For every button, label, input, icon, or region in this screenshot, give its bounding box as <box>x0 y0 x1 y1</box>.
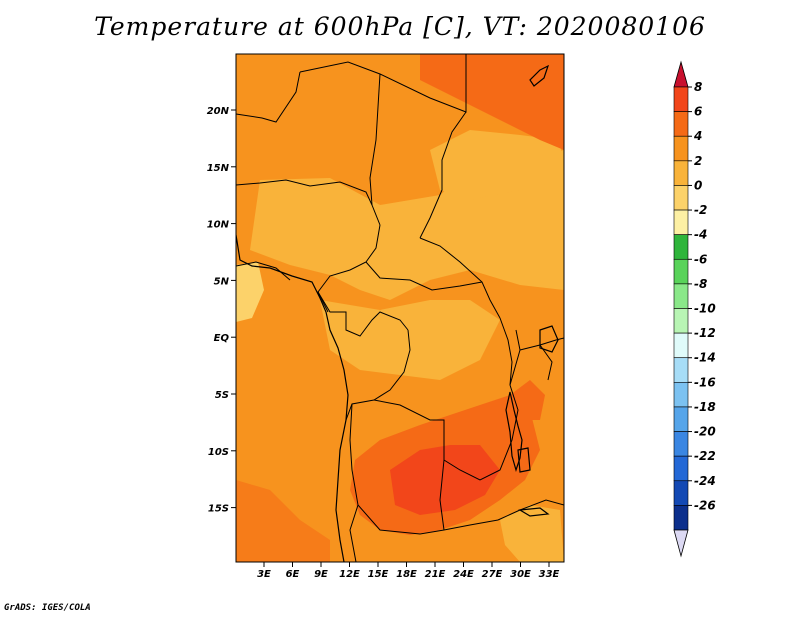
colorbar-label: -8 <box>694 277 707 291</box>
colorbar: 8 6 4 2 0 -2 -4 -6 -8 -10 -12 -14 -16 -18 -20 -22 -24 -26 <box>673 60 716 558</box>
colorbar-band <box>673 283 689 309</box>
map-frame <box>235 53 565 563</box>
lat-tick-label: 10S <box>208 447 229 458</box>
colorbar-band <box>673 480 689 506</box>
colorbar-band <box>673 234 689 260</box>
colorbar-band <box>673 308 689 334</box>
colorbar-band <box>673 505 689 531</box>
lon-tick-label: 33E <box>539 569 560 580</box>
lat-tick-label: 15N <box>207 163 230 174</box>
lon-tick-label: 6E <box>286 569 300 580</box>
colorbar-bottom-triangle <box>673 529 689 558</box>
lon-tick-label: 27E <box>482 569 503 580</box>
colorbar-band <box>673 111 689 137</box>
latitude-axis: 20N 15N 10N 5N EQ 5S 10S 15S <box>207 106 236 515</box>
colorbar-band <box>673 382 689 408</box>
plot-title: Temperature at 600hPa [C], VT: 202008010… <box>94 12 706 41</box>
colorbar-band <box>673 160 689 186</box>
colorbar-label: 6 <box>694 105 702 119</box>
colorbar-label: 2 <box>694 154 702 168</box>
colorbar-label: -10 <box>694 302 716 316</box>
colorbar-band <box>673 455 689 482</box>
colorbar-label: -20 <box>694 425 716 439</box>
colorbar-label: -4 <box>694 228 707 242</box>
colorbar-label: -6 <box>694 252 707 266</box>
lon-tick-label: 21E <box>425 569 446 580</box>
lon-tick-label: 3E <box>257 569 271 580</box>
colorbar-band <box>673 135 689 162</box>
lat-tick-label: 20N <box>207 106 230 117</box>
colorbar-band <box>673 332 689 359</box>
colorbar-band <box>673 185 689 211</box>
colorbar-label: 8 <box>694 80 702 94</box>
colorbar-label: -18 <box>694 400 716 414</box>
country-borders <box>236 54 564 562</box>
lon-tick-label: 15E <box>368 569 389 580</box>
colorbar-label: -2 <box>694 203 707 217</box>
lon-tick-label: 30E <box>510 569 531 580</box>
colorbar-label: -14 <box>694 351 716 365</box>
colorbar-band <box>673 86 689 112</box>
colorbar-label: 4 <box>693 129 702 143</box>
lon-tick-label: 12E <box>339 569 360 580</box>
colorbar-band <box>673 431 689 457</box>
temperature-field <box>236 54 564 562</box>
lat-tick-label: EQ <box>214 333 230 344</box>
colorbar-band <box>673 209 689 235</box>
colorbar-band <box>673 258 689 285</box>
longitude-axis: 3E 6E 9E 12E 15E 18E 21E 24E 27E 30E 33E <box>257 562 560 580</box>
colorbar-band <box>673 357 689 383</box>
lon-tick-label: 18E <box>396 569 417 580</box>
lat-tick-label: 15S <box>208 504 229 515</box>
colorbar-label: -16 <box>694 375 716 389</box>
colorbar-label: -24 <box>694 474 716 488</box>
colorbar-label: -26 <box>694 498 716 512</box>
lat-tick-label: 5S <box>215 390 229 401</box>
colorbar-label: -12 <box>694 326 716 340</box>
colorbar-band <box>673 406 689 432</box>
credit-text: GrADS: IGES/COLA <box>4 603 91 613</box>
lat-tick-label: 5N <box>214 276 230 287</box>
colorbar-top-triangle <box>673 60 689 88</box>
colorbar-label: 0 <box>694 178 702 192</box>
lon-tick-label: 9E <box>314 569 328 580</box>
coastlines-and-lakes <box>236 64 559 562</box>
colorbar-label: -22 <box>694 449 716 463</box>
lon-tick-label: 24E <box>453 569 474 580</box>
lat-tick-label: 10N <box>207 220 230 231</box>
